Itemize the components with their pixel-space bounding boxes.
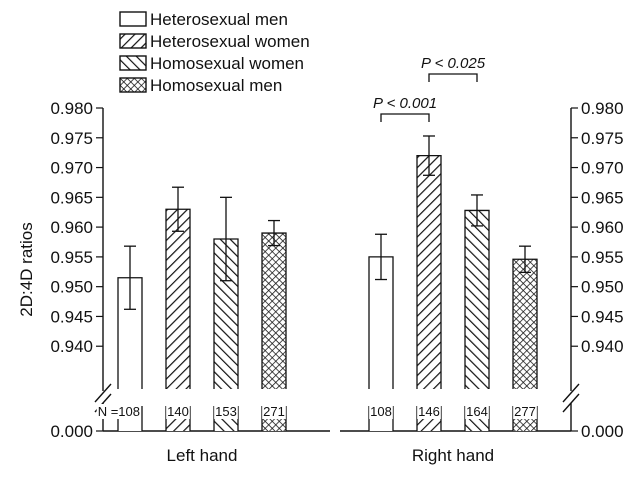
y-axis-title: 2D:4D ratios <box>17 222 36 316</box>
y-tick-label: 0.945 <box>581 307 624 326</box>
bar <box>465 210 489 389</box>
n-label: 108 <box>370 404 392 419</box>
y-tick-label: 0.950 <box>581 278 624 297</box>
y-tick-label: 0.970 <box>581 159 624 178</box>
legend-label: Homosexual women <box>150 54 304 73</box>
y-axis-left: 0.980 0.975 0.970 0.965 0.960 0.955 0.950 0.945… <box>50 99 112 441</box>
bars: N =108 140 153 271 108 146 164 277 <box>96 135 538 431</box>
y-tick-label: 0.980 <box>50 99 93 118</box>
n-label: 164 <box>466 404 488 419</box>
significance-annotation: P < 0.025 <box>421 55 486 82</box>
significance-label: P < 0.001 <box>373 95 437 112</box>
n-label: 140 <box>167 404 189 419</box>
significance-label: P < 0.025 <box>421 55 486 72</box>
legend-label: Heterosexual men <box>150 10 288 29</box>
bar-group-item: 108 <box>368 233 394 431</box>
legend-swatch <box>119 77 147 93</box>
legend-swatch <box>119 55 147 71</box>
bar <box>166 209 190 389</box>
bar-group-item: 271 <box>261 219 287 431</box>
annotations: P < 0.001 P < 0.025 <box>373 55 486 122</box>
y-tick-label: 0.940 <box>50 337 93 356</box>
significance-bracket <box>428 73 478 82</box>
legend-swatch <box>119 33 147 49</box>
n-label: 146 <box>418 404 440 419</box>
y-tick-label: 0.940 <box>581 337 624 356</box>
n-label: 271 <box>263 404 285 419</box>
legend-swatch <box>119 11 147 27</box>
y-tick-label: 0.975 <box>50 129 93 148</box>
bar-group-item: 153 <box>213 196 239 431</box>
x-category-label: Right hand <box>412 446 494 465</box>
y-tick-label: 0.960 <box>581 218 624 237</box>
legend-label: Heterosexual women <box>150 32 310 51</box>
y-tick-label: 0.950 <box>50 278 93 297</box>
legend: Heterosexual men Heterosexual women Homose… <box>119 10 310 95</box>
y-tick-label-break: 0.000 <box>581 422 624 441</box>
y-tick-label: 0.955 <box>50 248 93 267</box>
significance-annotation: P < 0.001 <box>373 95 437 122</box>
y-tick-label-break: 0.000 <box>50 422 93 441</box>
y-tick-label: 0.965 <box>581 188 624 207</box>
bar-group-item: N =108 <box>96 245 143 431</box>
axis-break-mark <box>94 383 112 403</box>
y-axis-right: 0.980 0.975 0.970 0.965 0.960 0.955 0.950 0.945… <box>562 99 624 441</box>
y-tick-label: 0.980 <box>581 99 624 118</box>
y-tick-label: 0.945 <box>50 307 93 326</box>
bar-group-item: 140 <box>165 186 191 431</box>
x-category-label: Left hand <box>167 446 238 465</box>
n-label: 277 <box>514 404 536 419</box>
n-label: 153 <box>215 404 237 419</box>
axes: 0.980 0.975 0.970 0.965 0.960 0.955 0.950 0.945… <box>17 99 624 465</box>
axis-break-mark <box>562 393 580 413</box>
axis-break-mark <box>562 383 580 403</box>
bar-group-item: 146 <box>416 135 442 431</box>
bar-group-item: 277 <box>512 245 538 431</box>
n-label: N =108 <box>98 404 140 419</box>
y-tick-label: 0.955 <box>581 248 624 267</box>
bar <box>417 155 441 389</box>
bar <box>513 259 537 389</box>
bar <box>262 233 286 389</box>
y-tick-label: 0.960 <box>50 218 93 237</box>
significance-bracket <box>380 113 430 122</box>
y-tick-label: 0.965 <box>50 188 93 207</box>
y-tick-label: 0.975 <box>581 129 624 148</box>
bar-group-item: 164 <box>464 194 490 431</box>
y-tick-label: 0.970 <box>50 159 93 178</box>
legend-label: Homosexual men <box>150 76 282 95</box>
